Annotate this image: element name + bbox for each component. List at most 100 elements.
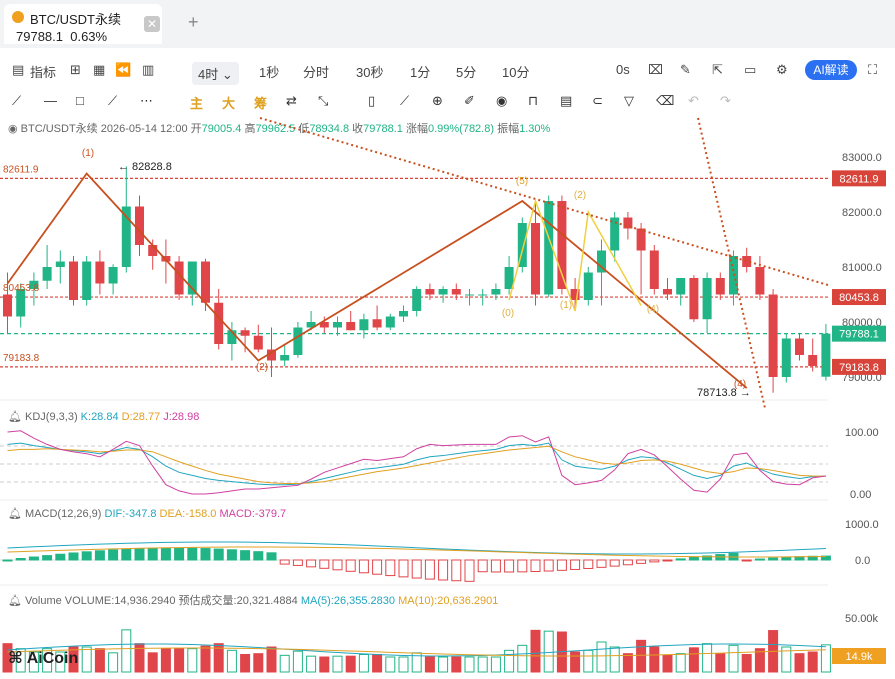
visibility-icon[interactable]: ◉: [496, 93, 508, 108]
indicator-icon[interactable]: ▤: [12, 62, 25, 77]
candle-body: [412, 289, 422, 311]
eye-icon[interactable]: ◉: [8, 123, 18, 135]
volume-bar: [187, 648, 198, 673]
wave-label: (5): [516, 176, 528, 187]
grid-icon[interactable]: ▦: [93, 62, 106, 77]
wave-label: (2): [256, 362, 268, 373]
coin-icon: [12, 11, 24, 23]
low-label: 78713.8 →: [697, 387, 751, 399]
macd-bar: [556, 559, 567, 571]
macd-bar: [609, 559, 620, 567]
volume-bar: [741, 654, 752, 673]
volume-bar: [543, 630, 554, 673]
trade-icon[interactable]: ⇄: [286, 93, 297, 108]
indicators-button[interactable]: 指标: [30, 65, 57, 80]
undo-icon[interactable]: ↶: [688, 93, 699, 108]
candle-body: [544, 201, 554, 295]
interval-10m[interactable]: 10分: [502, 65, 530, 80]
volume-bar: [754, 648, 765, 673]
main-force-button[interactable]: 主: [190, 96, 204, 111]
interval-select[interactable]: 4时 ⌄: [192, 62, 239, 85]
volume-bar: [675, 653, 686, 673]
interval-1s[interactable]: 1秒: [259, 65, 280, 80]
measure-icon[interactable]: ⤡: [318, 93, 329, 108]
volume-bar: [147, 652, 158, 673]
interval-tick[interactable]: 分时: [303, 65, 330, 80]
macd-bar: [636, 559, 647, 564]
macd-bar: [108, 549, 119, 561]
macd-bar: [121, 548, 132, 561]
high-label: ← 82828.8: [118, 161, 172, 173]
interval-5m[interactable]: 5分: [456, 65, 477, 80]
volume-bar: [715, 653, 726, 673]
pen-icon[interactable]: ✎: [680, 62, 691, 77]
volume-bar: [662, 654, 673, 673]
settings-icon[interactable]: ⚙: [776, 62, 788, 77]
macd-bar: [332, 559, 343, 571]
lock-icon[interactable]: ⊓: [528, 93, 539, 108]
plus-icon[interactable]: +: [188, 12, 199, 32]
candle-body: [438, 289, 448, 295]
volume-bar: [266, 646, 277, 673]
big-order-button[interactable]: 大: [222, 96, 236, 111]
price-tag: [832, 289, 886, 306]
ohlc-info: ◉ BTC/USDT永续 2026-05-14 12:00 开79005.4 高…: [8, 123, 551, 135]
macd-bar: [504, 559, 515, 573]
volume-bar: [438, 656, 449, 673]
marker-icon[interactable]: ✐: [464, 93, 475, 108]
macd-dif-line: [7, 541, 826, 555]
layout-icon[interactable]: ⊞: [70, 62, 81, 77]
note-icon[interactable]: ▯: [368, 93, 376, 108]
candle-body: [636, 228, 646, 251]
macd-bar: [477, 559, 488, 573]
candle-body: [768, 294, 778, 377]
ai-button[interactable]: AI解读: [805, 60, 857, 80]
magnet-icon[interactable]: ⊂: [592, 93, 603, 108]
camera-icon[interactable]: ⌧: [648, 62, 663, 77]
more-icon[interactable]: ⋯: [140, 93, 153, 108]
brush-icon[interactable]: ⟋: [108, 93, 118, 108]
macd-bar: [530, 559, 541, 573]
candle-body: [399, 311, 408, 317]
interval-30s[interactable]: 30秒: [356, 65, 384, 80]
candle-body: [187, 261, 197, 295]
volume-bar: [820, 644, 831, 673]
macd-bar: [213, 548, 224, 561]
y-tick-label: 83000.0: [842, 152, 882, 164]
wave-label: (4): [647, 304, 659, 315]
volume-bar: [240, 654, 251, 673]
list-icon[interactable]: ▤: [560, 93, 573, 108]
tab-btc-usdt[interactable]: BTC/USDT永续 79788.1 0.63% ✕: [4, 4, 162, 44]
macd-bar: [820, 555, 831, 561]
fullscreen-icon[interactable]: ⛶: [868, 62, 878, 77]
volume-legend: 🔔︎ Volume VOLUME:14,936.2940 预估成交量:20,32…: [8, 595, 499, 607]
zoom-icon[interactable]: ⊕: [432, 93, 443, 108]
candle-body: [649, 250, 659, 289]
interval-1m[interactable]: 1分: [410, 65, 431, 80]
candle-body: [517, 223, 527, 267]
rect-icon[interactable]: □: [76, 93, 84, 108]
screen-icon[interactable]: ▭: [744, 62, 757, 77]
y-tick-label: 81000.0: [842, 262, 882, 274]
candle-body: [69, 261, 78, 300]
candle-body: [689, 278, 699, 320]
volume-bar: [94, 648, 105, 673]
filter-icon[interactable]: ▽: [624, 93, 634, 108]
replay-icon[interactable]: ⏪: [115, 62, 132, 77]
volume-bar: [636, 639, 647, 673]
line-icon[interactable]: ⟋: [12, 93, 22, 108]
hline-icon[interactable]: —: [44, 93, 57, 108]
macd-bar: [754, 558, 765, 561]
trash-icon[interactable]: ⌫: [656, 93, 675, 108]
macd-bar: [226, 549, 237, 561]
chip-button[interactable]: 筹: [254, 96, 268, 111]
macd-bar: [490, 559, 501, 573]
close-icon[interactable]: ✕: [144, 16, 160, 32]
redo-icon[interactable]: ↷: [720, 93, 731, 108]
ruler-icon[interactable]: ⟋: [400, 93, 410, 108]
countdown: 0s: [616, 62, 630, 77]
popout-icon[interactable]: ⇱: [712, 62, 723, 77]
chart-type-icon[interactable]: ▥: [142, 62, 155, 77]
candle-body: [135, 206, 144, 245]
